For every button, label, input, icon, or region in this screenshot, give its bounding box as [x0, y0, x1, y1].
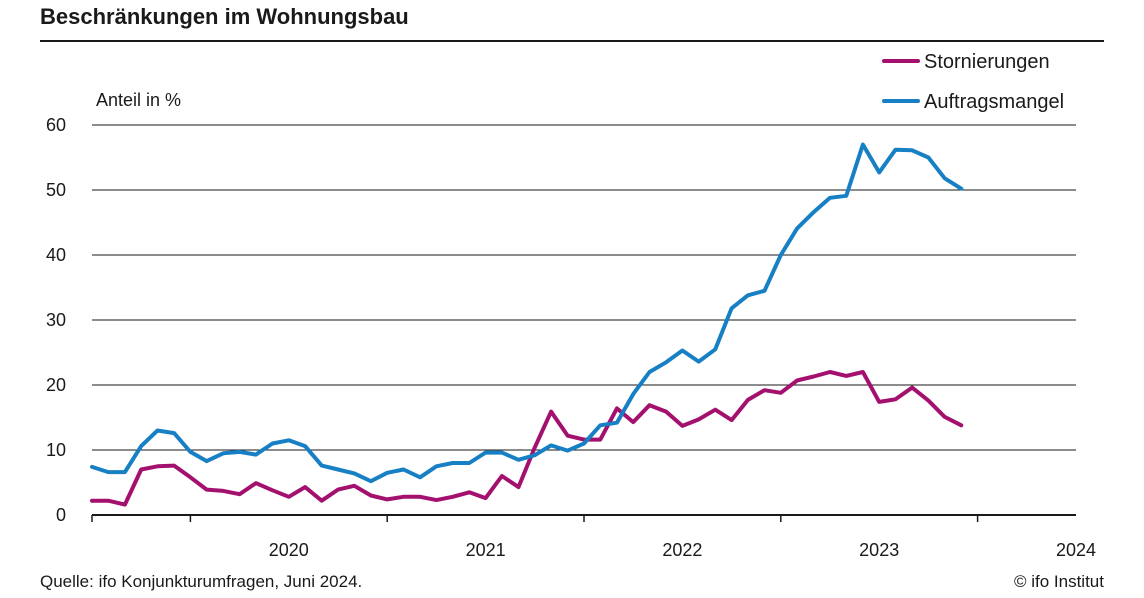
y-tick-label: 40 [46, 245, 66, 265]
copyright-note: © ifo Institut [1013, 572, 1104, 591]
y-tick-label: 30 [46, 310, 66, 330]
y-tick-label: 50 [46, 180, 66, 200]
legend-label: Stornierungen [924, 51, 1050, 73]
series-line-auftragsmangel [90, 142, 964, 484]
title-rule [40, 40, 1104, 42]
x-axis: 2020 2021 2022 2023 2024 [91, 514, 1096, 560]
series-line-stornierungen [90, 370, 964, 507]
y-tick-label: 60 [46, 115, 66, 135]
y-axis-label: Anteil in % [96, 90, 181, 110]
x-tick-label: 2020 [269, 540, 309, 560]
chart-title: Beschränkungen im Wohnungsbau [40, 4, 409, 29]
x-tick-label: 2024 [1056, 540, 1096, 560]
x-tick-label: 2023 [859, 540, 899, 560]
x-tick-label: 2021 [466, 540, 506, 560]
y-tick-label: 10 [46, 440, 66, 460]
y-tick-labels: 0 10 20 30 40 50 60 [46, 115, 66, 525]
x-tick-label: 2022 [662, 540, 702, 560]
y-tick-label: 20 [46, 375, 66, 395]
source-note: Quelle: ifo Konjunkturumfragen, Juni 202… [40, 572, 363, 591]
y-tick-label: 0 [56, 505, 66, 525]
series-lines [90, 142, 964, 507]
legend: Stornierungen Auftragsmangel [882, 51, 1064, 113]
grid-lines [92, 124, 1076, 451]
legend-label: Auftragsmangel [924, 91, 1064, 113]
